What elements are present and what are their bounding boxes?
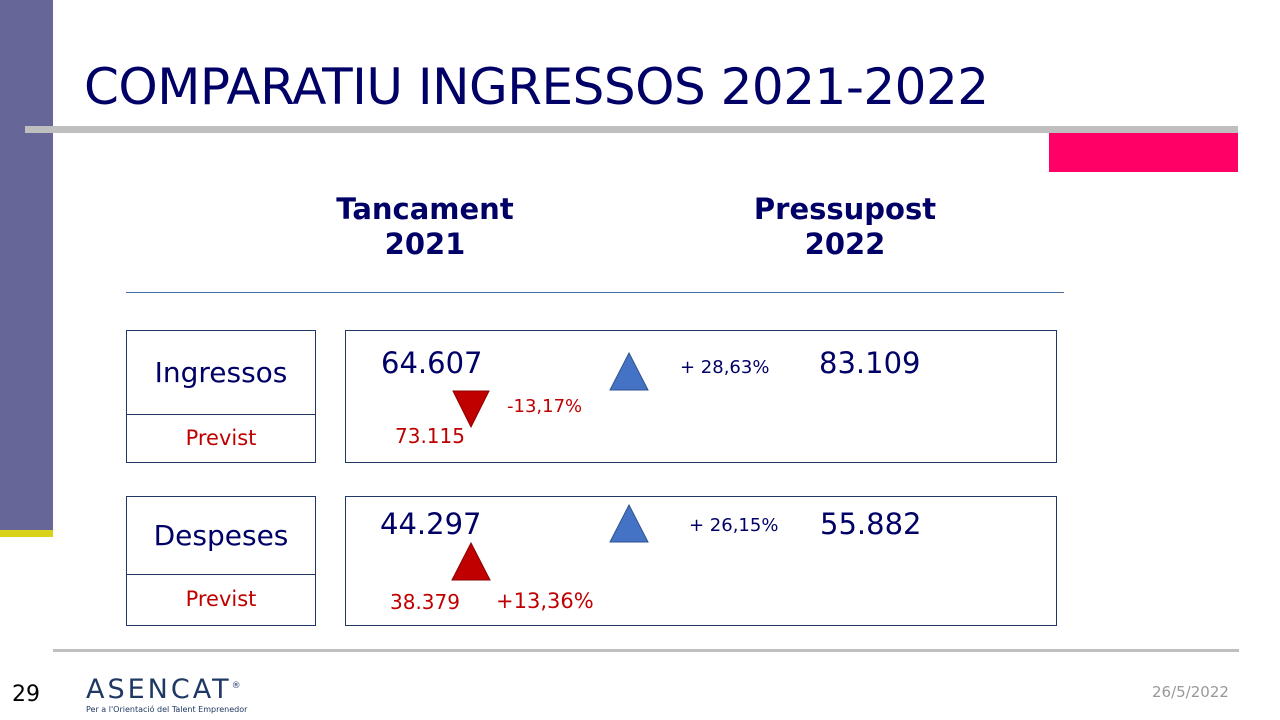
ingressos-change-2022: + 28,63% <box>680 357 770 378</box>
despeses-change-2022: + 26,15% <box>689 515 779 536</box>
header-divider <box>126 292 1064 293</box>
logo-text: ASENCAT <box>86 674 232 705</box>
slide-date: 26/5/2022 <box>1152 683 1229 701</box>
page-number: 29 <box>12 682 40 707</box>
ingressos-actual-2021: 64.607 <box>381 346 483 380</box>
ingressos-budget-2022: 83.109 <box>819 346 921 380</box>
logo-registered-mark: ® <box>231 681 241 691</box>
despeses-label: Despeses <box>127 497 315 575</box>
despeses-actual-2021: 44.297 <box>380 507 482 541</box>
despeses-forecast-2021: 38.379 <box>390 590 460 614</box>
column-header-2021-line1: Tancament <box>336 192 514 226</box>
logo-tagline: Per a l'Orientació del Talent Emprenedor <box>86 705 248 714</box>
pink-accent-block <box>1049 133 1238 172</box>
title-divider <box>25 126 1238 133</box>
despeses-budget-2022: 55.882 <box>820 507 922 541</box>
left-accent-bar <box>0 0 53 530</box>
asencat-logo: ASENCAT® Per a l'Orientació del Talent E… <box>86 672 248 715</box>
column-header-2021-line2: 2021 <box>384 227 466 261</box>
despeses-previst-label: Previst <box>185 587 257 611</box>
logo-wordmark: ASENCAT® <box>86 672 247 704</box>
ingressos-forecast-change: -13,17% <box>507 396 583 417</box>
left-accent-stripe <box>0 530 53 537</box>
ingressos-label-box: Ingressos Previst <box>126 330 316 463</box>
triangle-up-icon <box>451 542 491 581</box>
column-header-2022-line1: Pressupost <box>753 192 937 226</box>
despeses-forecast-change: +13,36% <box>496 589 594 613</box>
ingressos-previst-label: Previst <box>185 425 257 450</box>
despeses-label-box: Despeses Previst <box>126 496 316 626</box>
triangle-up-icon <box>609 504 649 543</box>
column-header-2021: Tancament 2021 <box>320 192 530 262</box>
ingressos-forecast-2021: 73.115 <box>395 424 465 448</box>
slide-title: COMPARATIU INGRESSOS 2021-2022 <box>84 58 989 116</box>
column-header-2022-line2: 2022 <box>804 227 886 261</box>
ingressos-label: Ingressos <box>127 331 315 415</box>
column-header-2022: Pressupost 2022 <box>735 192 955 262</box>
triangle-down-icon <box>452 390 490 428</box>
triangle-up-icon <box>609 352 649 391</box>
footer-divider <box>53 649 1239 652</box>
